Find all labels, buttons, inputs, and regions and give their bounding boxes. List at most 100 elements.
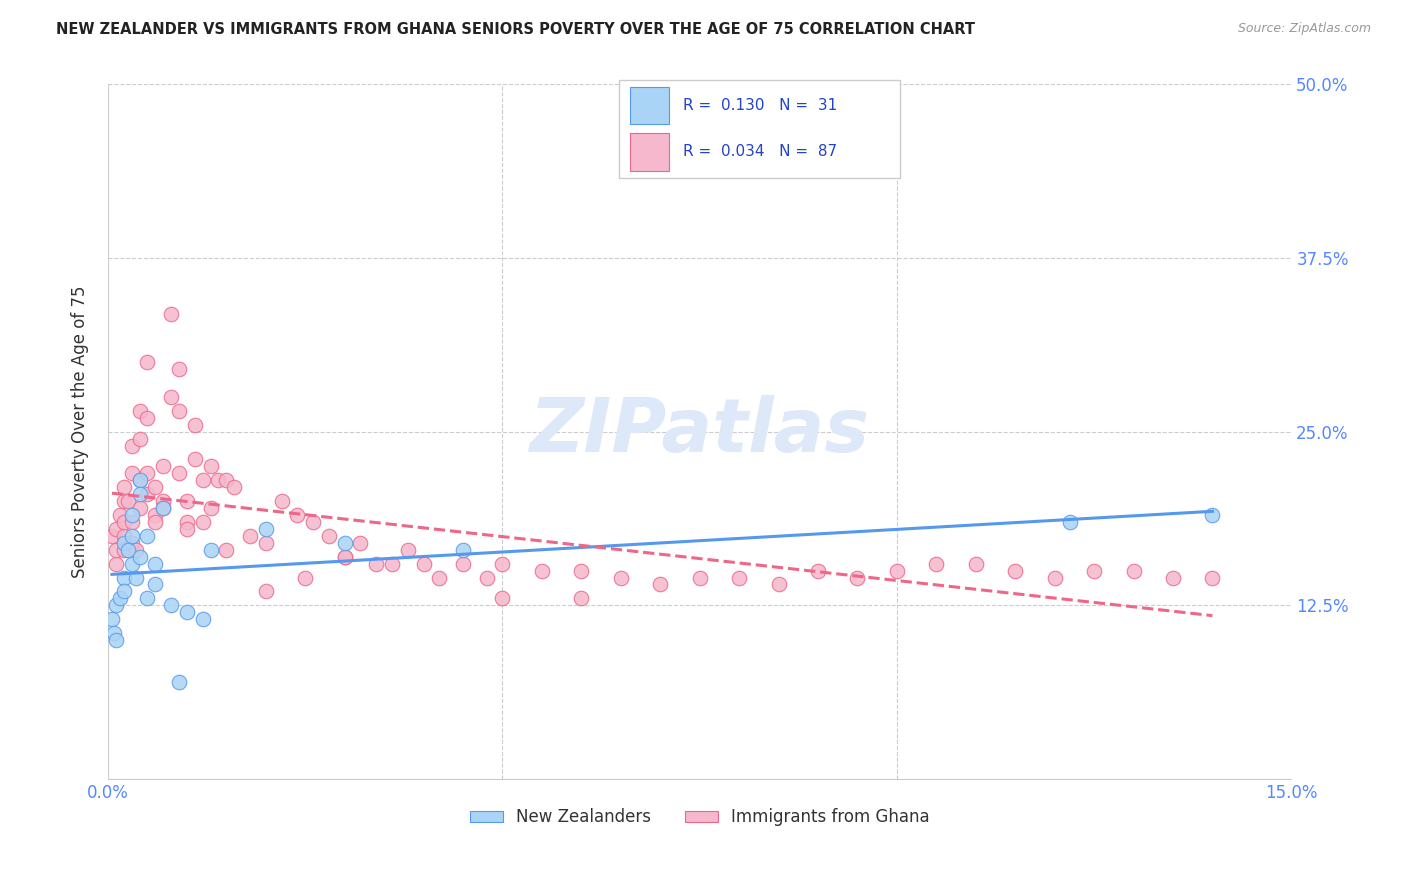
Y-axis label: Seniors Poverty Over the Age of 75: Seniors Poverty Over the Age of 75 [72, 285, 89, 578]
Point [176, 515, 198, 529]
Point [136, 355, 159, 369]
Point [1201, 508, 1223, 522]
Point [112, 529, 135, 543]
Point [112, 570, 135, 584]
Point [569, 591, 592, 606]
Point [925, 557, 948, 571]
Legend: New Zealanders, Immigrants from Ghana: New Zealanders, Immigrants from Ghana [463, 802, 936, 833]
Point [160, 599, 183, 613]
Point [160, 307, 183, 321]
Point [302, 515, 325, 529]
Point [184, 452, 207, 467]
Point [121, 439, 143, 453]
Point [176, 522, 198, 536]
Point [136, 410, 159, 425]
Point [167, 362, 190, 376]
Point [128, 404, 150, 418]
FancyBboxPatch shape [630, 87, 669, 124]
Point [112, 494, 135, 508]
Point [1201, 570, 1223, 584]
Point [112, 480, 135, 494]
Point [270, 494, 292, 508]
Point [254, 584, 277, 599]
Point [152, 459, 174, 474]
Point [1122, 564, 1144, 578]
Point [103, 626, 125, 640]
Point [143, 480, 166, 494]
Point [569, 564, 592, 578]
Point [451, 557, 474, 571]
Point [1083, 564, 1105, 578]
Point [121, 557, 143, 571]
Point [886, 564, 908, 578]
Point [136, 591, 159, 606]
Point [128, 501, 150, 516]
Text: Source: ZipAtlas.com: Source: ZipAtlas.com [1237, 22, 1371, 36]
Point [143, 577, 166, 591]
Point [128, 473, 150, 487]
Point [349, 536, 371, 550]
Point [191, 515, 214, 529]
Text: NEW ZEALANDER VS IMMIGRANTS FROM GHANA SENIORS POVERTY OVER THE AGE OF 75 CORREL: NEW ZEALANDER VS IMMIGRANTS FROM GHANA S… [56, 22, 976, 37]
Text: ZIPatlas: ZIPatlas [530, 395, 870, 468]
Point [124, 542, 146, 557]
Point [104, 522, 127, 536]
Point [689, 570, 711, 584]
Point [294, 570, 316, 584]
Point [121, 515, 143, 529]
Point [846, 570, 869, 584]
Point [381, 557, 404, 571]
Point [112, 542, 135, 557]
Point [136, 467, 159, 481]
Point [254, 522, 277, 536]
Point [610, 570, 633, 584]
Point [152, 501, 174, 516]
Point [167, 467, 190, 481]
Point [121, 529, 143, 543]
Point [254, 536, 277, 550]
Point [333, 536, 356, 550]
Point [1059, 515, 1081, 529]
Point [112, 536, 135, 550]
Point [128, 549, 150, 564]
Point [128, 473, 150, 487]
FancyBboxPatch shape [630, 133, 669, 170]
Point [152, 494, 174, 508]
Point [396, 542, 419, 557]
Point [1043, 570, 1066, 584]
Point [108, 508, 131, 522]
Point [121, 536, 143, 550]
Point [768, 577, 790, 591]
Point [333, 549, 356, 564]
Point [112, 584, 135, 599]
Point [427, 570, 450, 584]
Point [451, 542, 474, 557]
Point [128, 487, 150, 501]
Point [412, 557, 434, 571]
Point [239, 529, 262, 543]
Point [136, 529, 159, 543]
Point [318, 529, 340, 543]
Point [112, 515, 135, 529]
Point [143, 557, 166, 571]
Point [152, 501, 174, 516]
Point [191, 612, 214, 626]
Point [104, 542, 127, 557]
Point [191, 473, 214, 487]
Text: R =  0.130   N =  31: R = 0.130 N = 31 [683, 98, 838, 113]
Point [475, 570, 498, 584]
Point [121, 508, 143, 522]
Point [104, 633, 127, 648]
Point [215, 473, 238, 487]
Point [224, 480, 246, 494]
Point [104, 557, 127, 571]
Point [101, 612, 124, 626]
Point [136, 487, 159, 501]
Point [117, 494, 139, 508]
Point [200, 542, 222, 557]
Point [117, 542, 139, 557]
Point [491, 557, 513, 571]
Point [807, 564, 830, 578]
Point [650, 577, 672, 591]
Point [491, 591, 513, 606]
